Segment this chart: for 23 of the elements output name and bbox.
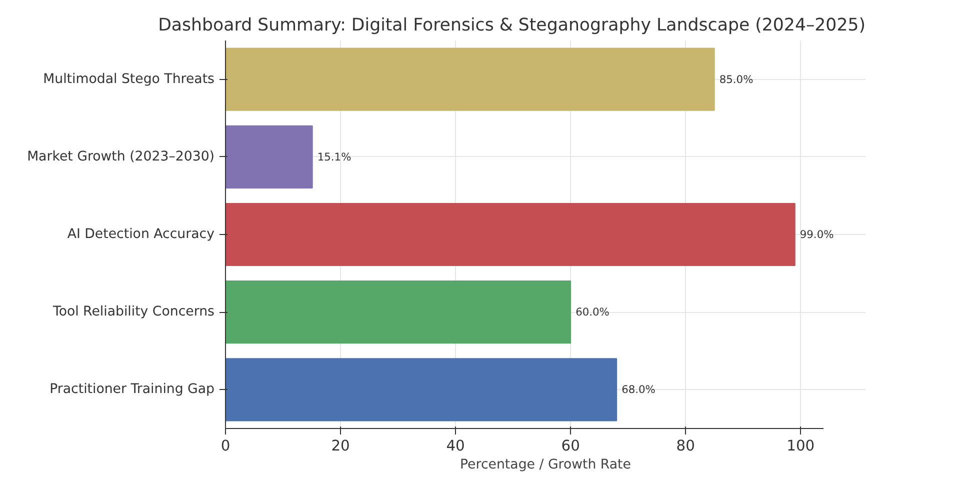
data-label: 99.0% — [800, 228, 834, 241]
x-tick-label: 60 — [561, 438, 580, 454]
y-tick-label: AI Detection Accuracy — [67, 227, 215, 242]
bar — [226, 48, 715, 111]
y-tick-label: Tool Reliability Concerns — [52, 304, 215, 320]
y-tick-label: Market Growth (2023–2030) — [27, 149, 215, 164]
bar — [226, 280, 572, 344]
x-tick-label: 80 — [676, 438, 695, 454]
x-tick-label: 0 — [220, 438, 230, 454]
x-axis-title: Percentage / Growth Rate — [460, 458, 631, 472]
data-label: 60.0% — [576, 306, 610, 319]
bar — [226, 358, 618, 422]
data-label: 15.1% — [317, 150, 352, 164]
data-label: 68.0% — [622, 383, 656, 396]
x-tick-label: 100 — [786, 438, 815, 454]
bar — [226, 202, 796, 266]
data-label: 85.0% — [719, 72, 754, 86]
y-tick-label: Practitioner Training Gap — [50, 382, 214, 398]
bar — [226, 125, 313, 188]
y-tick-label: Multimodal Stego Threats — [43, 72, 215, 87]
x-tick-label: 20 — [331, 438, 350, 454]
x-tick-label: 40 — [446, 438, 465, 454]
chart-title: Dashboard Summary: Digital Forensics & Steganography Landscape (2024–2025) — [158, 16, 866, 36]
